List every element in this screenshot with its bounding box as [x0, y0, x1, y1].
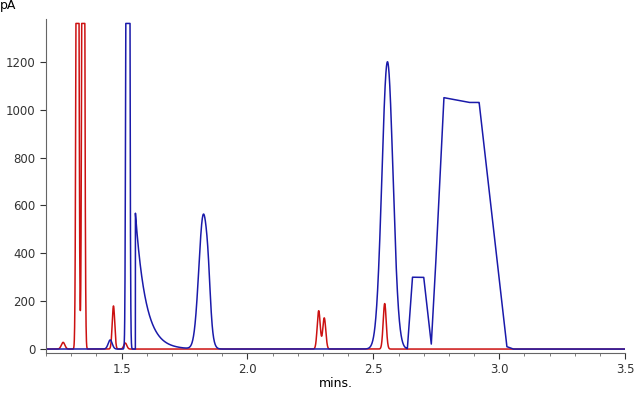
Y-axis label: pA: pA	[0, 0, 17, 12]
X-axis label: mins.: mins.	[319, 377, 353, 390]
